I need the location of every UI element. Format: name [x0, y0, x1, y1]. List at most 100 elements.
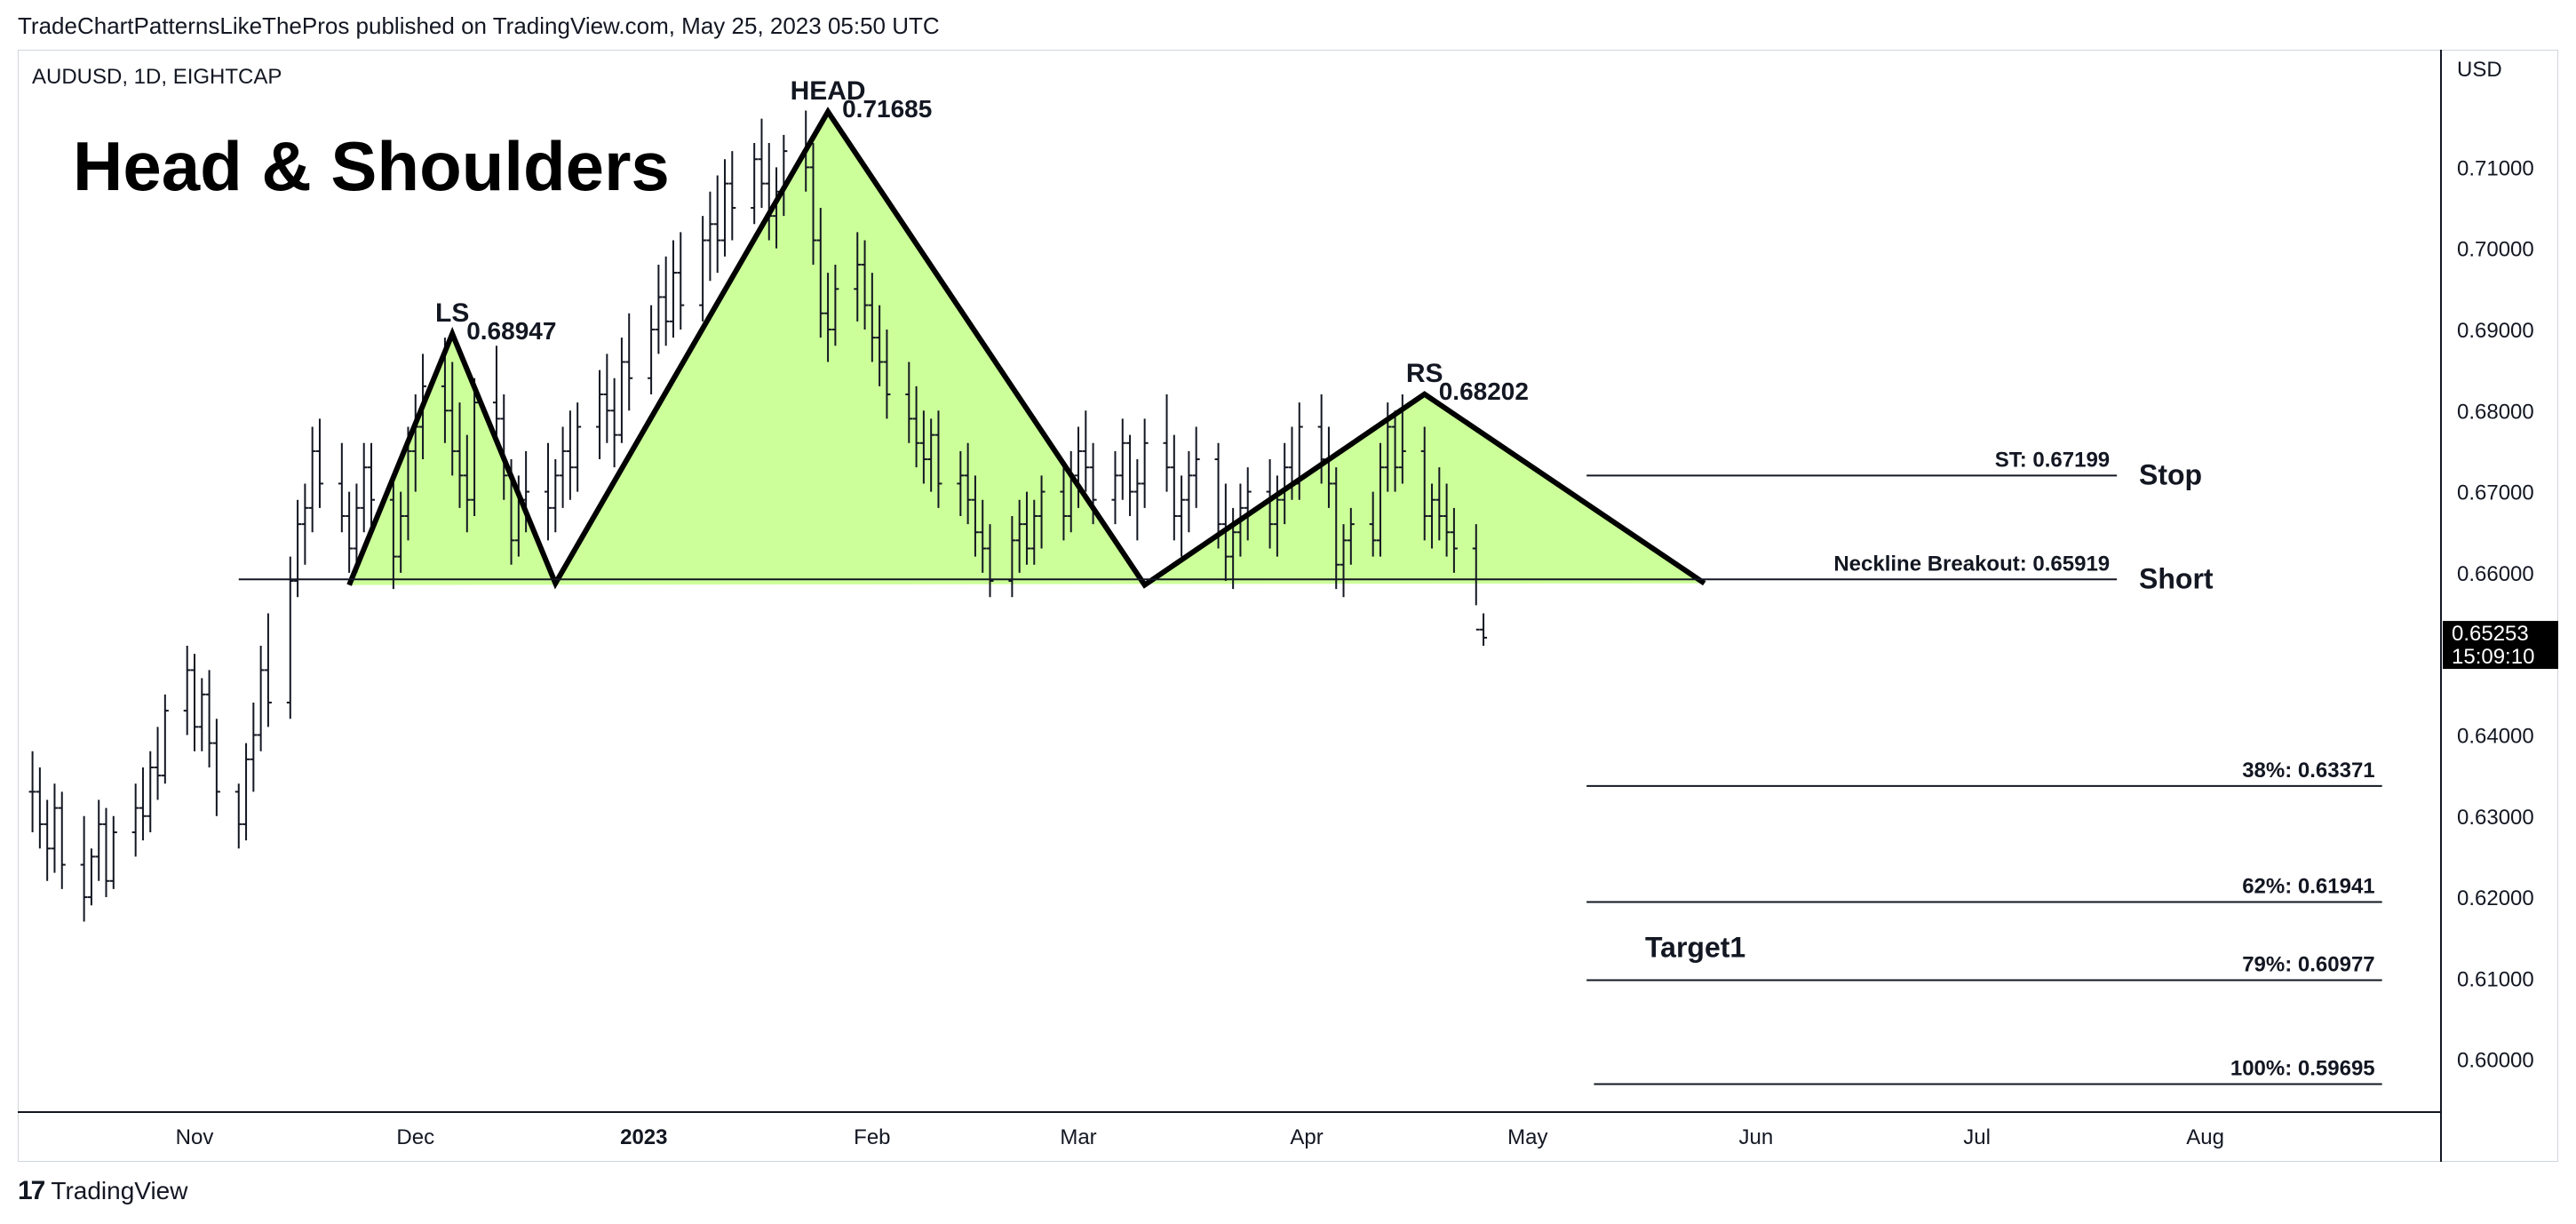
ohlc-bar: [1133, 459, 1141, 541]
ohlc-bar: [346, 491, 354, 573]
ohlc-bar: [500, 394, 508, 500]
level-label: 38%: 0.63371: [2242, 759, 2374, 783]
ohlc-bar: [545, 442, 553, 541]
price-tick-label: 0.64000: [2457, 724, 2534, 748]
price-tick-label: 0.67000: [2457, 481, 2534, 505]
ohlc-bar: [198, 678, 206, 751]
last-price-value: 0.65253: [2452, 622, 2529, 646]
ohlc-bar: [1340, 524, 1348, 598]
time-tick-label: Jul: [1963, 1125, 1991, 1149]
ohlc-bar: [463, 434, 471, 533]
ohlc-bar: [95, 799, 103, 881]
ohlc-bar: [986, 524, 994, 598]
ohlc-bar: [868, 273, 876, 362]
ohlc-bar: [603, 354, 611, 443]
ohlc-bar: [44, 799, 52, 881]
pattern-outline: [346, 107, 1706, 590]
chart-title: Head & Shoulders: [73, 127, 670, 205]
ohlc-bar: [205, 670, 213, 767]
ohlc-bar: [912, 385, 920, 468]
symbol-label: AUDUSD, 1D, EIGHTCAP: [32, 65, 282, 89]
ohlc-bar: [876, 305, 884, 386]
ohlc-bar: [699, 216, 707, 322]
ohlc-bar: [315, 418, 323, 508]
ohlc-bar: [294, 499, 302, 598]
price-tick-label: 0.66000: [2457, 562, 2534, 586]
ohlc-bar: [934, 410, 942, 508]
ohlc-bar: [751, 142, 759, 225]
time-tick-label: Aug: [2186, 1125, 2224, 1149]
currency-label: USD: [2457, 58, 2502, 82]
ohlc-bar: [669, 240, 677, 338]
ohlc-bar: [1008, 515, 1016, 598]
ohlc-bar: [1015, 499, 1023, 573]
price-tick-label: 0.63000: [2457, 806, 2534, 830]
ohlc-bar: [368, 442, 376, 533]
ohlc-bar: [596, 370, 604, 460]
ohlc-bar: [1038, 475, 1046, 549]
ohlc-bar: [1178, 475, 1186, 557]
ohlc-bar: [51, 783, 59, 873]
ohlc-bar: [389, 475, 397, 590]
ohlc-bar: [1332, 467, 1340, 590]
ohlc-bar: [1450, 507, 1458, 573]
level-label: 79%: 0.60977: [2242, 952, 2374, 976]
ohlc-bar: [1118, 418, 1126, 500]
ohlc-bar: [87, 848, 95, 906]
ohlc-bar: [809, 142, 817, 265]
price-tick-label: 0.68000: [2457, 400, 2534, 424]
peak-value: 0.71685: [842, 95, 932, 123]
ohlc-bar: [831, 264, 839, 346]
time-axis[interactable]: Nov Dec 2023 Feb Mar Apr May Jun Jul Aug: [176, 1125, 2224, 1149]
ohlc-bar: [338, 442, 346, 533]
time-tick-label: Jun: [1739, 1125, 1774, 1149]
time-tick-label: Mar: [1060, 1125, 1096, 1149]
ohlc-bar: [854, 232, 862, 322]
level-label: Neckline Breakout: 0.65919: [1833, 552, 2110, 576]
ohlc-bar: [1163, 394, 1171, 492]
pattern-outline-line: [346, 107, 1706, 590]
ohlc-bar: [1060, 467, 1068, 541]
last-price-box: [2443, 621, 2558, 670]
peak-name: RS: [1406, 359, 1443, 388]
ohlc-bar: [964, 442, 972, 525]
time-tick-label: Feb: [854, 1125, 890, 1149]
ohlc-bar: [161, 694, 169, 784]
ohlc-bar: [139, 767, 147, 841]
ohlc-bar: [242, 743, 250, 841]
peak-value: 0.68947: [466, 317, 556, 345]
ohlc-bar: [706, 191, 714, 282]
level-side-label: Short: [2139, 562, 2214, 594]
ohlc-bar: [979, 499, 987, 573]
peak-name: LS: [435, 298, 469, 328]
ohlc-bar: [662, 256, 670, 346]
ohlc-bar: [625, 313, 633, 411]
ohlc-bar: [353, 483, 361, 573]
price-axis[interactable]: 0.60000 0.61000 0.62000 0.63000 0.64000 0.660…: [2457, 156, 2534, 1072]
ohlc-bar: [1214, 442, 1222, 549]
time-tick-label: Dec: [396, 1125, 434, 1149]
ohlc-bar: [1472, 524, 1480, 631]
ohlc-bar: [154, 727, 162, 800]
level-side-label: Target1: [1645, 931, 1745, 963]
ohlc-bar: [1266, 459, 1274, 549]
ohlc-bar: [28, 751, 36, 833]
ohlc-bar: [1030, 499, 1038, 565]
level-label: 100%: 0.59695: [2230, 1057, 2375, 1081]
chart-panel[interactable]: AUDUSD, 1D, EIGHTCAP Head & Shoulders US…: [18, 50, 2576, 1162]
ohlc-bar: [1022, 491, 1030, 565]
ohlc-bar: [1170, 434, 1178, 541]
ohlc-bar: [919, 410, 927, 484]
ohlc-bar: [286, 556, 294, 719]
ohlc-bar: [1281, 442, 1289, 525]
ohlc-bar: [574, 402, 582, 492]
ohlc-bar: [1185, 450, 1193, 533]
ohlc-bar: [1075, 426, 1083, 508]
ohlc-bar: [471, 378, 479, 516]
ohlc-bar: [1420, 426, 1428, 541]
ohlc-bar: [1347, 507, 1355, 565]
ohlc-bar: [1369, 491, 1377, 557]
ohlc-bar: [1443, 483, 1451, 557]
price-chart[interactable]: AUDUSD, 1D, EIGHTCAP Head & Shoulders US…: [18, 50, 2576, 1162]
